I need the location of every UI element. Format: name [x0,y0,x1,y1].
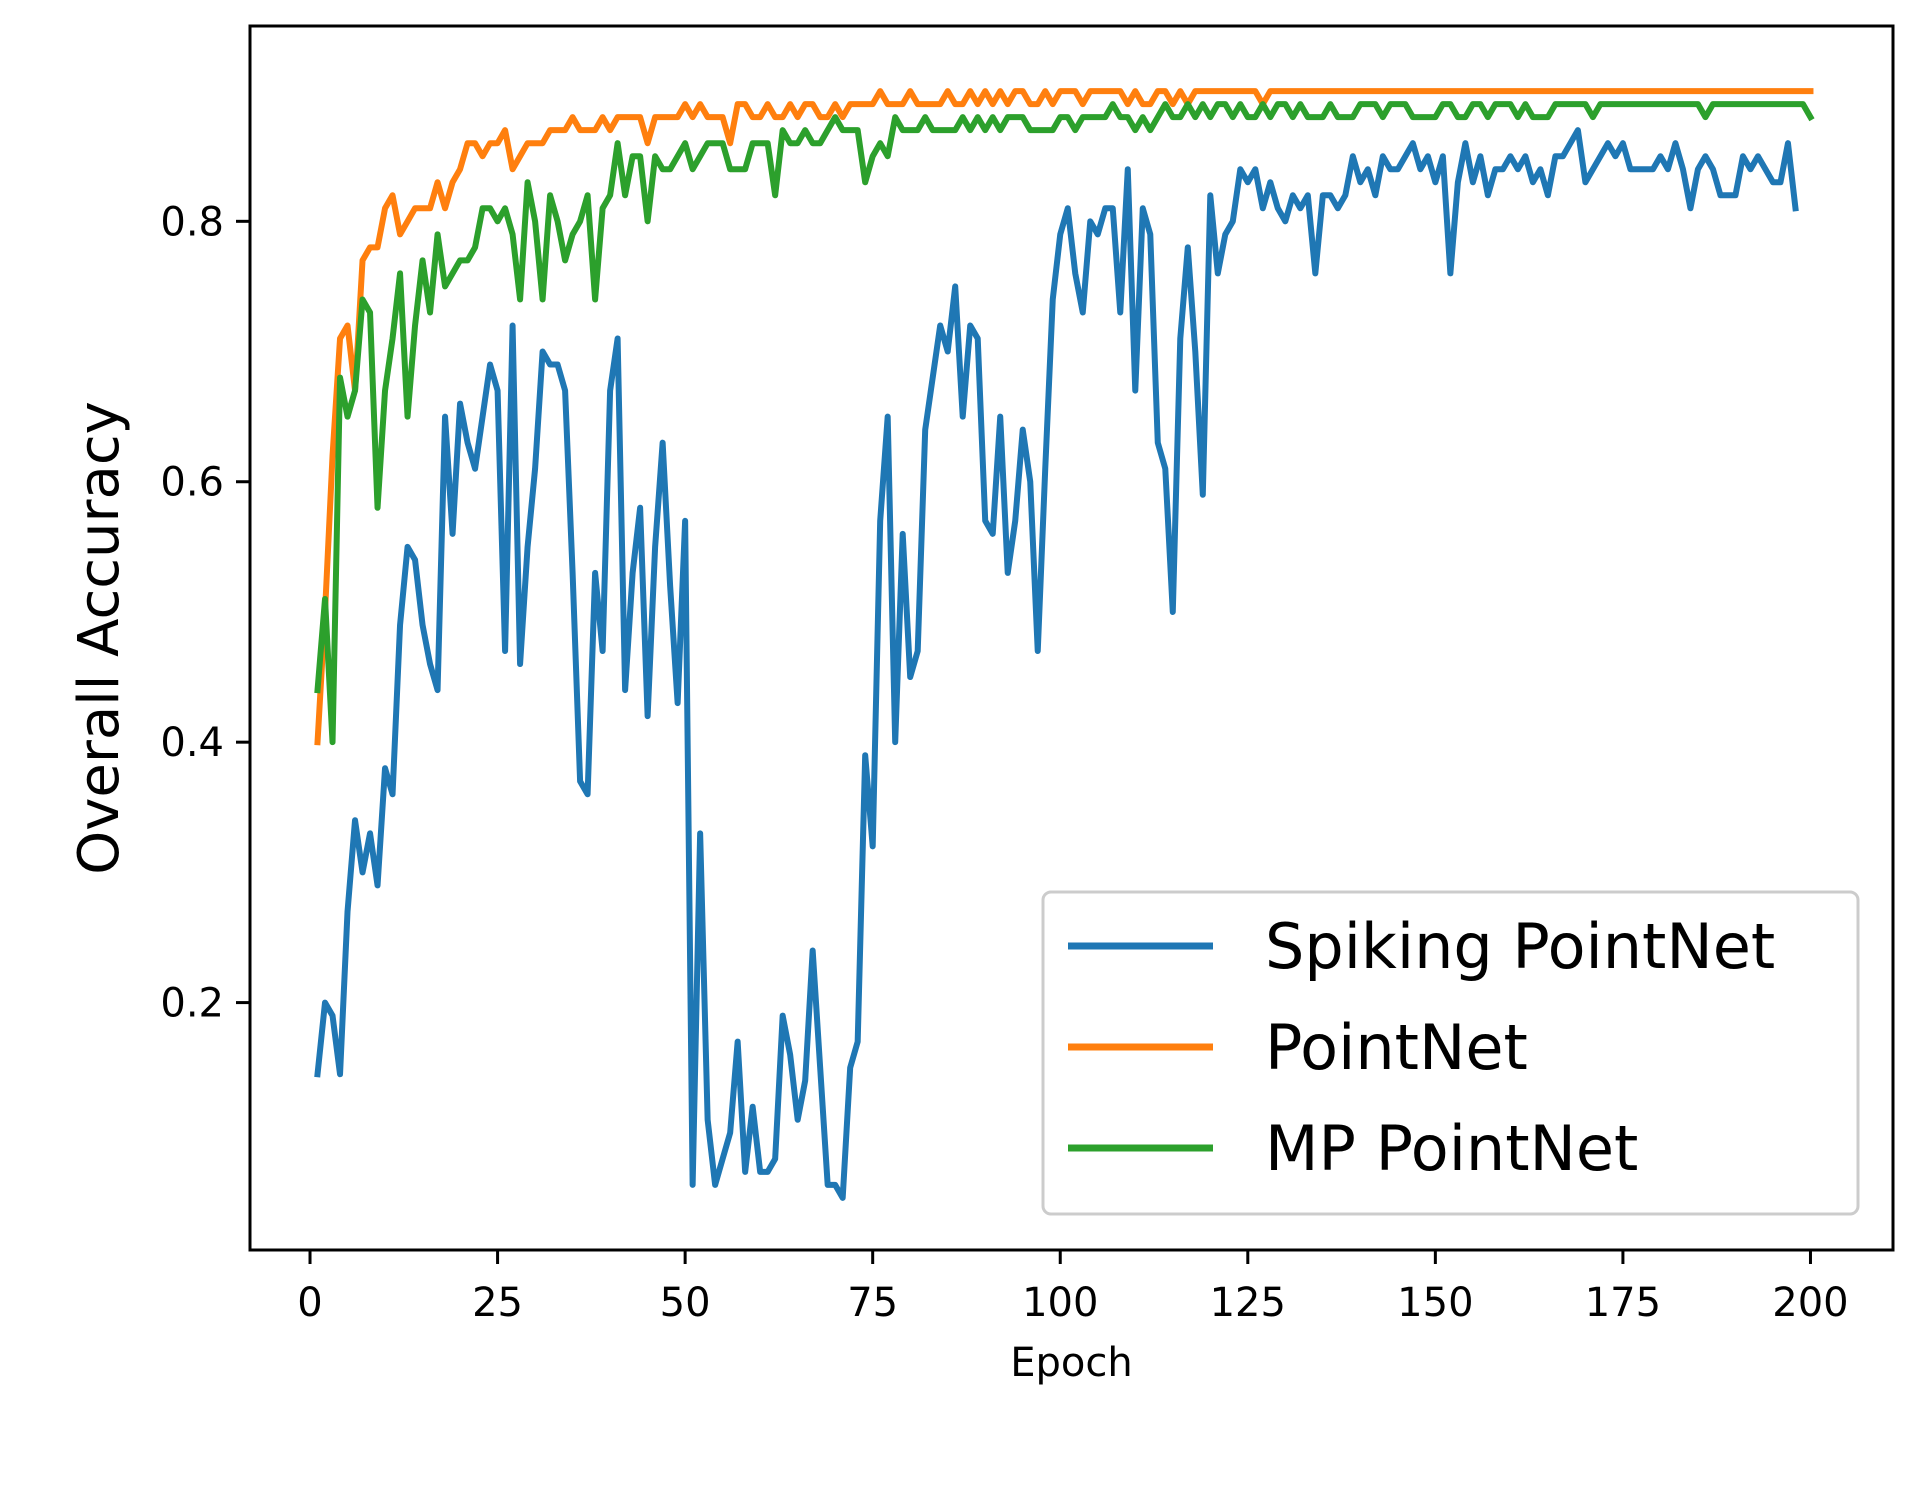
y-tick-label: 0.2 [160,981,224,1027]
x-axis-ticks: 0 25 50 75 100 125 150 175 200 [297,1250,1849,1326]
legend-label: MP PointNet [1265,1112,1638,1185]
legend-label: PointNet [1265,1011,1528,1084]
y-axis-label: Overall Accuracy [67,401,132,875]
series-line-mp-pointnet [314,101,1815,746]
x-tick-label: 100 [1022,1280,1098,1326]
x-tick-label: 200 [1772,1280,1848,1326]
series-line-spiking-pointnet [314,127,1799,1201]
x-tick-label: 175 [1585,1280,1661,1326]
x-tick-label: 25 [472,1280,523,1326]
y-tick-label: 0.4 [160,720,224,766]
x-tick-label: 150 [1397,1280,1473,1326]
y-tick-label: 0.6 [160,460,224,506]
legend: Spiking PointNet PointNet MP PointNet [1041,890,1860,1216]
x-tick-label: 0 [297,1280,322,1326]
legend-label: Spiking PointNet [1265,910,1775,983]
x-tick-label: 75 [847,1280,898,1326]
x-tick-label: 50 [660,1280,711,1326]
plot-frame [248,24,1895,1252]
x-tick-label: 125 [1210,1280,1286,1326]
legend-items: Spiking PointNet PointNet MP PointNet [1068,910,1775,1185]
legend-box [1041,890,1860,1216]
series-line-pointnet [314,88,1814,746]
x-axis-label: Epoch [1010,1340,1132,1386]
y-axis-ticks: 0.2 0.4 0.6 0.8 [160,199,250,1027]
plot-area [314,88,1815,1201]
y-tick-label: 0.8 [160,199,224,245]
